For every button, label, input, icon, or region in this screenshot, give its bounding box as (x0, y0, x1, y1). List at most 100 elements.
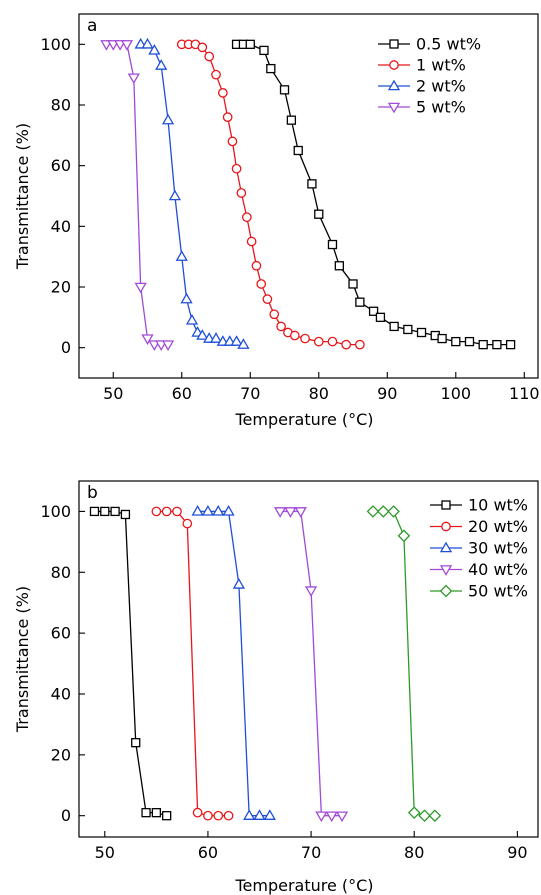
chart-panel-a: 50 60 70 80 90 100 110 0 20 40 60 80 100 Temperature … (13, 13, 540, 429)
data-point (120, 40, 134, 51)
data-point (203, 810, 213, 821)
data-point (192, 807, 203, 818)
data-point (209, 332, 223, 343)
series-1 (176, 39, 365, 350)
data-point (197, 42, 208, 53)
data-point (232, 578, 245, 589)
series-line (280, 510, 343, 817)
legend-marker (389, 60, 399, 70)
data-point (243, 809, 256, 820)
data-point (172, 506, 182, 517)
series-line (236, 43, 511, 346)
data-point (307, 179, 317, 189)
data-point (141, 37, 154, 49)
data-point (314, 209, 324, 219)
data-point (161, 506, 172, 517)
data-point (279, 85, 290, 95)
data-point (325, 811, 338, 823)
y-axis-title: Transmittance (%) (13, 123, 32, 270)
data-point (191, 505, 204, 516)
x-tick-label: 50 (95, 843, 115, 862)
data-point (231, 163, 242, 174)
data-point (230, 335, 243, 346)
data-point (315, 811, 328, 823)
series-line (140, 43, 244, 346)
legend: 10 wt% 20 wt% 30 wt% 40 wt% 50 wt% (430, 496, 528, 601)
data-point (134, 282, 147, 294)
data-point (348, 279, 358, 289)
data-point (368, 306, 379, 316)
data-point (437, 333, 447, 344)
y-tick-label: 0 (61, 338, 71, 357)
legend-label: 40 wt% (468, 560, 528, 579)
data-point (213, 810, 224, 821)
data-point (155, 59, 168, 70)
data-point (451, 336, 461, 347)
data-point (505, 339, 516, 350)
data-point (148, 43, 161, 55)
data-point (141, 334, 154, 345)
data-point (110, 506, 120, 517)
data-point (222, 505, 235, 516)
series-2 (191, 505, 276, 820)
y-tick-label: 100 (40, 502, 71, 521)
plot-frame (78, 480, 539, 838)
y-tick-label: 40 (51, 684, 71, 703)
data-point (407, 806, 421, 819)
panel-label: a (87, 16, 97, 36)
x-tick-label: 80 (309, 384, 329, 403)
data-point (151, 506, 162, 517)
legend-marker (387, 79, 401, 91)
y-axis-title: Transmittance (%) (13, 586, 32, 733)
data-point (100, 506, 110, 517)
panel-label: b (87, 483, 98, 503)
data-point (376, 505, 390, 518)
legend-label: 0.5 wt% (416, 35, 481, 54)
y-tick-label: 60 (51, 624, 71, 643)
y-tick-label: 20 (51, 278, 71, 297)
series-2 (134, 37, 250, 349)
data-point (387, 505, 400, 518)
legend-marker (439, 584, 453, 598)
series-1 (151, 506, 234, 821)
series-0 (231, 39, 516, 350)
data-point (416, 327, 427, 338)
series-3 (274, 507, 349, 823)
data-point (182, 518, 193, 529)
legend-marker (387, 102, 401, 114)
series-line (156, 510, 229, 817)
data-point (227, 136, 238, 147)
data-point (403, 324, 413, 335)
x-tick-label: 110 (509, 384, 540, 403)
data-point (397, 529, 411, 543)
data-point (389, 321, 399, 332)
series-line (106, 43, 169, 346)
data-point (266, 63, 276, 74)
data-point (237, 338, 250, 349)
data-point (236, 188, 247, 198)
x-tick-label: 70 (301, 843, 321, 862)
data-point (201, 505, 215, 516)
legend-label: 50 wt% (468, 582, 528, 601)
data-point (269, 309, 280, 320)
data-point (276, 321, 286, 332)
data-point (335, 811, 349, 823)
data-point (274, 507, 287, 518)
x-tick-label: 70 (240, 384, 260, 403)
data-point (127, 73, 140, 85)
legend-label: 5 wt% (416, 98, 466, 117)
data-point (180, 292, 193, 304)
x-tick-label: 80 (404, 843, 424, 862)
data-point (375, 312, 386, 322)
data-point (478, 339, 488, 350)
data-point (151, 808, 162, 818)
x-tick-label: 90 (377, 384, 397, 403)
x-tick-label: 100 (441, 384, 472, 403)
data-point (162, 811, 172, 821)
data-point (366, 505, 380, 518)
legend-label: 30 wt% (468, 539, 528, 558)
y-tick-label: 40 (51, 217, 71, 236)
data-point (334, 261, 344, 271)
series-4 (366, 505, 442, 823)
